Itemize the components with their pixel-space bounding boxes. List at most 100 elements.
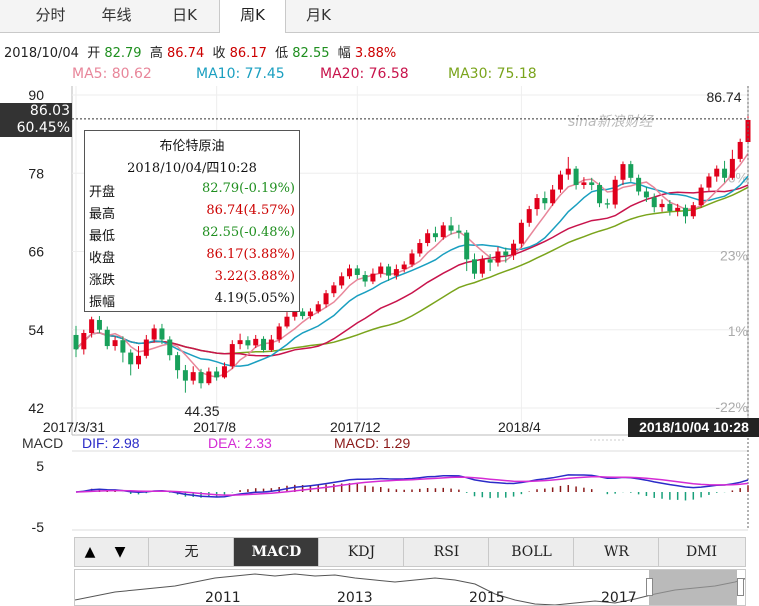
low-annotation: 44.35 <box>184 403 219 419</box>
tooltip-value: 4.19(5.05%) <box>214 291 295 306</box>
dif-line <box>75 474 749 498</box>
candle-body <box>245 340 251 346</box>
x-tick-label: 2017/8 <box>193 419 236 435</box>
candle-body <box>307 311 313 317</box>
sina-watermark: sina新浪财经 <box>568 114 655 130</box>
tooltip-value: 86.74(4.57%) <box>206 203 295 218</box>
tooltip-row-close: 收盘 86.17(3.88%) <box>89 247 295 267</box>
navigator-year-label: 2013 <box>337 590 373 606</box>
candle-body <box>167 339 173 356</box>
candle-body <box>651 197 657 208</box>
candle-body <box>550 189 556 204</box>
candle-body <box>331 285 337 294</box>
high-label: 高 <box>149 46 163 61</box>
indicator-rsi-button[interactable]: RSI <box>403 538 489 566</box>
candle-body <box>503 251 509 256</box>
low-value: 82.55 <box>292 46 330 61</box>
ma30-label: MA30: 75.18 <box>448 66 537 82</box>
macd-value-label: MACD: 1.29 <box>334 435 410 451</box>
arrow-down-button[interactable]: ▼ <box>114 544 126 560</box>
candle-body <box>597 184 603 204</box>
x-tick-label: 2017/3/31 <box>43 419 105 435</box>
candle-body <box>120 340 126 353</box>
candle-body <box>565 168 571 175</box>
tooltip-label: 涨跌 <box>89 273 116 288</box>
candle-body <box>112 340 118 347</box>
navigator-left-handle[interactable] <box>646 578 653 596</box>
candle-body <box>682 207 688 217</box>
price-tag-price: 86.03 <box>29 103 70 119</box>
tab-yuek[interactable]: 月K <box>306 6 331 24</box>
candle-body <box>409 253 415 265</box>
tab-fenshi[interactable]: 分时 <box>35 6 66 24</box>
tooltip-name: 布伦特原油 <box>159 139 225 154</box>
macd-tick-label: -5 <box>32 519 45 535</box>
candle-body <box>182 370 188 381</box>
candle-body <box>690 205 696 217</box>
candle-body <box>511 243 517 256</box>
navigator-selection[interactable] <box>649 570 737 605</box>
indicator-none-button[interactable]: 无 <box>148 538 234 566</box>
tab-rik[interactable]: 日K <box>172 6 197 24</box>
candle-body <box>581 182 587 185</box>
candle-body <box>643 191 649 198</box>
tooltip-row-high: 最高 86.74(4.57%) <box>89 203 295 223</box>
ma5-label: MA5: 80.62 <box>72 66 152 82</box>
close-value: 86.17 <box>229 46 267 61</box>
x-tick-label: 2017/12 <box>330 419 381 435</box>
range-navigator[interactable]: 2011 2013 2015 2017 <box>74 569 746 606</box>
candle-body <box>346 268 352 277</box>
y-tick-label: 66 <box>28 244 44 260</box>
tooltip-label: 最低 <box>89 229 116 244</box>
quote-info-line: 2018/10/04 开 82.79 高 86.74 收 86.17 低 82.… <box>4 42 396 61</box>
indicator-dmi-button[interactable]: DMI <box>658 538 744 566</box>
candle-body <box>698 187 704 206</box>
candle-body <box>300 311 306 317</box>
candle-body <box>526 209 532 223</box>
y-tick-label: 78 <box>28 165 44 181</box>
candle-body <box>722 168 728 178</box>
candle-body <box>534 198 540 210</box>
period-tabs: 分时 年线 日K 周K 月K <box>0 0 759 33</box>
ma20-line <box>75 184 749 357</box>
indicator-macd-button[interactable]: MACD <box>233 538 319 566</box>
ma20-label: MA20: 76.58 <box>320 66 409 82</box>
navigator-right-handle[interactable] <box>737 578 744 596</box>
candle-body <box>237 340 243 345</box>
tooltip-label: 开盘 <box>89 185 116 200</box>
candle-body <box>479 259 485 274</box>
candle-body <box>261 338 267 350</box>
indicator-boll-button[interactable]: BOLL <box>488 538 574 566</box>
tooltip-row-amplitude: 振幅 4.19(5.05%) <box>89 291 295 311</box>
candle-body <box>159 328 165 340</box>
tooltip-label: 振幅 <box>89 295 116 310</box>
indicator-kdj-button[interactable]: KDJ <box>318 538 404 566</box>
candle-body <box>487 259 493 263</box>
arrow-up-button[interactable]: ▲ <box>84 544 96 560</box>
indicator-wr-button[interactable]: WR <box>573 538 659 566</box>
candle-body <box>104 329 110 347</box>
candle-body <box>417 243 423 254</box>
ohlc-tooltip: 布伦特原油 2018/10/04/四10:28 开盘 82.79(-0.19%) … <box>84 130 300 312</box>
candle-body <box>675 207 681 212</box>
macd-tick-label: 5 <box>36 458 44 474</box>
candle-body <box>628 164 634 178</box>
candle-body <box>323 293 329 305</box>
candle-body <box>268 339 274 350</box>
tab-nianxian[interactable]: 年线 <box>101 6 132 24</box>
crosshair-date-label: 2018/10/04 10:28 <box>639 419 749 435</box>
x-tick-label: 2018/4 <box>498 419 541 435</box>
low-label: 低 <box>275 46 289 61</box>
tooltip-row-low: 最低 82.55(-0.48%) <box>89 225 295 245</box>
candle-body <box>448 225 454 231</box>
candle-body <box>714 168 720 177</box>
candle-body <box>206 371 212 384</box>
candle-body <box>253 338 259 346</box>
y-tick-label: 54 <box>28 322 44 338</box>
macd-dea-label: DEA: 2.33 <box>208 435 272 451</box>
tab-zhouk[interactable]: 周K <box>219 0 286 33</box>
candle-body <box>729 158 735 178</box>
candle-body <box>401 264 407 270</box>
candle-body <box>362 274 368 282</box>
